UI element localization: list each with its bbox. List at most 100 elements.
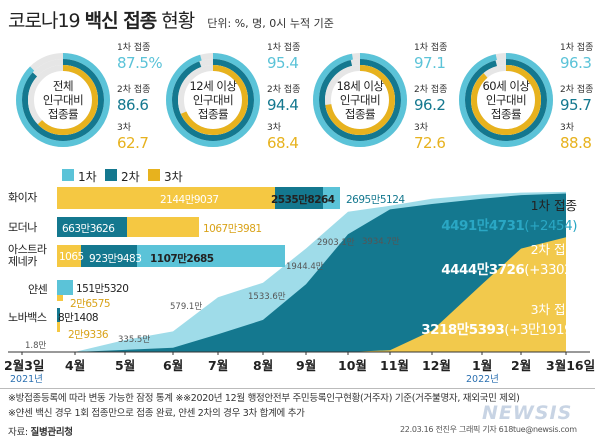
legend-swatch-3 [148, 169, 160, 181]
ring-4-dose3-label: 3차 [560, 123, 575, 133]
ring-4-dose1-label: 1차 접종 [560, 43, 594, 53]
x-tick-label: 2월 [511, 358, 532, 373]
ring-3-dose-3-arc [325, 65, 395, 135]
legend-3: 3차 [164, 170, 183, 184]
annot-2: 335.5만 [118, 335, 151, 345]
callout-dose2: 2차 접종 4444만3726(+3302) [441, 239, 577, 278]
ring-2-dose1-label: 1차 접종 [267, 43, 301, 53]
az-line1: 아스트라 [8, 243, 47, 256]
ring-3-dose3: 72.6 [414, 134, 446, 152]
bar-janssen-dose3 [57, 295, 63, 301]
x-tick-label: 3월16일 [546, 358, 595, 373]
ring-1-dose2-label: 2차 접종 [117, 85, 151, 95]
annot-7: 3934.7만 [362, 237, 400, 247]
vaccine-label-astrazeneca: 아스트라 제네카 [8, 243, 47, 268]
ring-1-dose-1-arc [16, 53, 110, 147]
annot-4: 1533.6만 [248, 292, 286, 302]
annot-5: 1944.4만 [286, 262, 324, 272]
ring-4-dose-1-arc [459, 53, 553, 147]
dose1-total-label: 1차 접종 [530, 198, 577, 213]
bar-janssen-dose1 [57, 280, 73, 295]
ring-1-label-line: 접종률 [47, 107, 79, 121]
bar-novavax-dose1 [57, 308, 60, 322]
ring-1-dose1: 87.5% [117, 54, 163, 72]
x-tick-label: 8월 [253, 358, 274, 373]
ring-4-dose2: 95.7 [560, 96, 592, 114]
ring-2-dose3-label: 3차 [267, 123, 282, 133]
callout-dose3: 3차 접종 3218만5393(+3만1919) [421, 299, 577, 338]
pfizer-dose2-value: 2535만8264 [271, 194, 335, 206]
title-suffix: 현황 [161, 10, 195, 32]
az-dose3-value: 1065 [59, 251, 84, 263]
area-series-3 [22, 237, 566, 352]
title-prefix: 코로나19 [8, 10, 81, 32]
ring-3-label-line: 18세 이상 [336, 79, 384, 93]
vaccine-label-janssen: 얀센 [28, 283, 48, 296]
ring-1-label-line: 전체 [52, 79, 74, 93]
x-tick-label: 7월 [208, 358, 229, 373]
legend-swatch-1 [62, 169, 74, 181]
ring-3-label-line: 인구대비 [339, 93, 381, 107]
ring-2-dose3: 68.4 [267, 134, 299, 152]
dose1-total-delta: (+2454) [524, 218, 577, 234]
source-label: 자료: [8, 427, 28, 438]
ring-3-dose3-label: 3차 [414, 123, 429, 133]
bar-novavax-dose2 [57, 322, 60, 332]
ring-3-dose2-label: 2차 접종 [414, 85, 448, 95]
ring-2-dose-1-arc [166, 53, 260, 147]
dose1-total-value: 4491만4731 [441, 218, 525, 234]
ring-1-dose-3-arc [28, 65, 98, 135]
ring-3-label: 18세 이상 인구대비 접종률 [330, 79, 390, 121]
az-dose1-value: 1107만2685 [150, 253, 214, 265]
novavax-dose2-value: 2만9336 [68, 329, 109, 341]
x-tick-label: 10월 [338, 358, 367, 373]
ring-1-dose3: 62.7 [117, 134, 149, 152]
ring-2-dose-3-arc [178, 65, 248, 135]
vaccine-label-novavax: 노바백스 [8, 311, 47, 324]
bar-pfizer-dose3 [57, 187, 275, 209]
annot-1: 1.8만 [25, 341, 47, 351]
ring-4-label-line: 접종률 [490, 107, 522, 121]
divider [0, 388, 595, 389]
ring-3-dose1: 97.1 [414, 54, 446, 72]
ring-3-dose-1-arc [313, 53, 407, 147]
note-2: ※얀센 백신 경우 1회 접종만으로 접종 완료, 얀센 2차의 경우 3차 합… [8, 408, 305, 419]
annot-3: 579.1만 [170, 302, 203, 312]
ring-1-dose3-label: 3차 [117, 123, 132, 133]
ring-1-label-line: 인구대비 [42, 93, 84, 107]
ring-4-label: 60세 이상 인구대비 접종률 [476, 79, 536, 121]
ring-4-dose-3-arc [471, 65, 541, 135]
vaccine-label-pfizer: 화이자 [8, 191, 37, 204]
legend-1: 1차 [78, 170, 97, 184]
dose3-total-delta: (+3만1919) [504, 322, 577, 338]
ring-1-dose1-label: 1차 접종 [117, 43, 151, 53]
credit: 22.03.16 전진우 그래픽 기자 618tue@newsis.com [400, 425, 577, 434]
pfizer-dose3-value: 2144만9037 [160, 194, 219, 206]
x-tick-label: 2월3일 [4, 358, 45, 373]
ring-2-dose-2-arc [172, 59, 254, 141]
ring-3-dose2: 96.2 [414, 96, 446, 114]
moderna-dose2-value: 663만3626 [62, 223, 115, 235]
janssen-dose1-value: 151만5320 [76, 283, 129, 295]
x-tick-label: 6월 [163, 358, 184, 373]
ring-4-label-line: 60세 이상 [482, 79, 530, 93]
x-tick-label: 12월 [422, 358, 451, 373]
ring-4-dose3: 88.8 [560, 134, 592, 152]
title-bold: 백신 접종 [84, 10, 158, 32]
ring-4-dose2-label: 2차 접종 [560, 85, 594, 95]
x-tick-label: 11월 [380, 358, 409, 373]
legend-2: 2차 [121, 170, 140, 184]
janssen-dose3-value: 2만6575 [70, 298, 111, 310]
ring-4-label-line: 인구대비 [485, 93, 527, 107]
area-series-2 [22, 193, 566, 352]
vaccine-label-moderna: 모더나 [8, 221, 37, 234]
ring-3-label-line: 접종률 [344, 107, 376, 121]
dose2-total-label: 2차 접종 [530, 242, 577, 257]
ring-1-dose-2-arc [22, 59, 104, 141]
ring-2-label-line: 접종률 [197, 107, 229, 121]
ring-2-dose2-label: 2차 접종 [267, 85, 301, 95]
ring-1-label: 전체 인구대비 접종률 [33, 79, 93, 121]
ring-2-label-line: 인구대비 [192, 93, 234, 107]
pfizer-dose1-value: 2695만5124 [346, 194, 405, 206]
dose3-total-label: 3차 접종 [530, 302, 577, 317]
